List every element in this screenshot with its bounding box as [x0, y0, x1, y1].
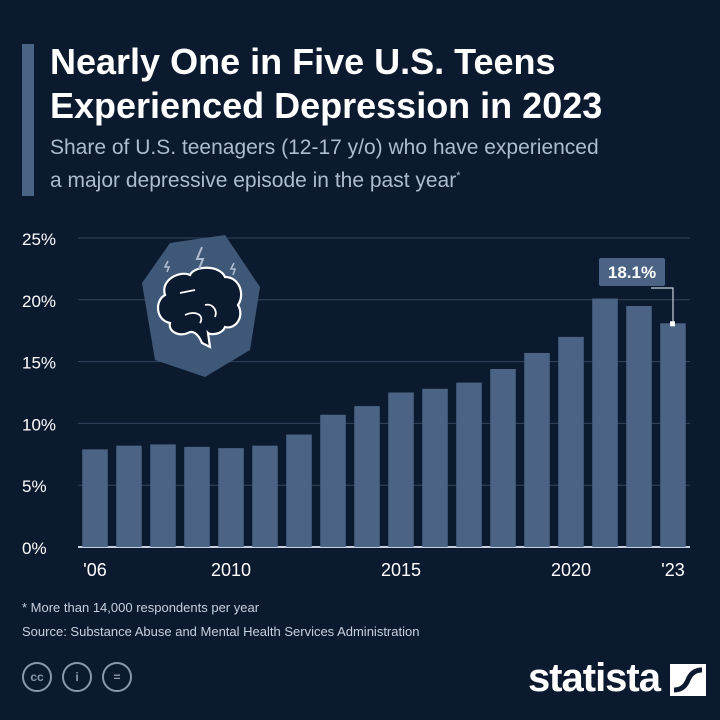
bar-2007 [116, 445, 142, 547]
bar-2013 [320, 414, 346, 547]
bar-2010 [218, 448, 244, 547]
cc-icon[interactable]: cc [22, 662, 52, 692]
x-tick-label: '06 [83, 560, 106, 580]
bar-2008 [150, 444, 176, 547]
bar-2017 [456, 382, 482, 547]
y-tick-label: 25% [22, 230, 56, 249]
bar-2019 [524, 352, 550, 547]
bar-2020 [558, 336, 584, 547]
chart-subtitle: Share of U.S. teenagers (12-17 y/o) who … [50, 134, 710, 195]
annotation-label: 18.1% [608, 263, 656, 282]
annotation-leader [651, 287, 674, 324]
bar-2021 [592, 298, 618, 547]
y-tick-label: 10% [22, 415, 56, 434]
bar-2006 [82, 449, 108, 547]
chart-title: Nearly One in Five U.S. Teens Experience… [50, 40, 710, 128]
subtitle-line-2: a major depressive episode in the past y… [50, 169, 457, 192]
subtitle-footnote-mark: * [456, 170, 461, 182]
bar-2014 [354, 406, 380, 547]
title-line-1: Nearly One in Five U.S. Teens [50, 41, 556, 82]
y-tick-label: 0% [22, 539, 47, 558]
footnote: * More than 14,000 respondents per year [22, 600, 260, 615]
statista-logo-mark-icon [670, 664, 706, 696]
y-tick-label: 5% [22, 477, 47, 496]
x-tick-label: 2020 [551, 560, 591, 580]
lightning-icon [195, 246, 205, 270]
bar-2015 [388, 392, 414, 547]
statista-logo[interactable]: statista [527, 656, 661, 700]
annotation-box [599, 258, 665, 286]
brain-folds [179, 289, 217, 324]
bar-2016 [422, 388, 448, 547]
title-line-2: Experienced Depression in 2023 [50, 85, 603, 126]
title-accent-bar [22, 44, 34, 196]
y-tick-label: 15% [22, 354, 56, 373]
bar-2009 [184, 446, 210, 547]
brain-icon [142, 235, 260, 377]
annotation-dot [670, 321, 675, 327]
bar-2012 [286, 434, 312, 547]
lightning-icon [229, 262, 237, 276]
bar-2018 [490, 369, 516, 547]
bar-2011 [252, 445, 278, 547]
bar-2023 [660, 323, 686, 547]
attribution-icon[interactable]: i [62, 662, 92, 692]
lightning-icon [163, 260, 171, 273]
x-tick-label: '23 [661, 560, 684, 580]
bar-chart: 0% 5% 10% 15% 20% 25% '06 2010 2015 2020 '23 18.1% [22, 230, 690, 580]
x-tick-label: 2015 [381, 560, 421, 580]
brain-outline [157, 266, 243, 349]
y-tick-label: 20% [22, 292, 56, 311]
bar-2022 [626, 305, 652, 547]
x-tick-label: 2010 [211, 560, 251, 580]
source: Source: Substance Abuse and Mental Healt… [22, 624, 420, 639]
subtitle-line-1: Share of U.S. teenagers (12-17 y/o) who … [50, 136, 599, 159]
no-derivatives-icon[interactable]: = [102, 662, 132, 692]
